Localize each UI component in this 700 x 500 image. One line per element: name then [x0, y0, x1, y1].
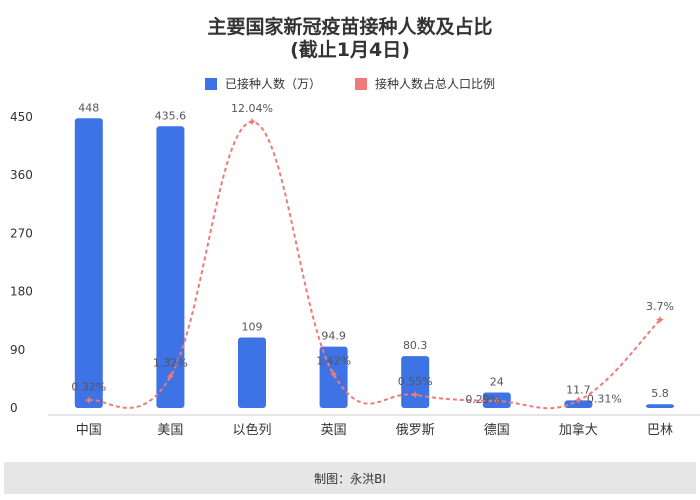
x-tick-label: 中国 — [76, 423, 102, 438]
bar-value-label: 94.9 — [321, 330, 346, 343]
bar-value-label: 435.6 — [155, 109, 187, 122]
line-point: ✦ — [410, 388, 420, 402]
bar — [74, 118, 103, 408]
x-tick-label: 以色列 — [232, 422, 271, 438]
bar-value-label: 80.3 — [403, 339, 428, 352]
chart-plot: 450 360 270 180 90 0 448 中国 435.6 美国 109 以色列 94.9 英国 8… — [10, 101, 700, 438]
bar-value-label: 5.8 — [651, 387, 669, 400]
legend-item-bar[interactable]: 已接种人数（万） — [204, 75, 321, 92]
chart-subtitle: (截止1月4日) — [290, 39, 410, 61]
footer: 制图：永洪BI — [4, 462, 696, 494]
line-point: ✦ — [655, 313, 665, 327]
x-tick-label: 俄罗斯 — [396, 423, 435, 438]
x-tick-label: 巴林 — [647, 423, 673, 438]
y-tick-label: 270 — [10, 226, 33, 240]
line-point: ✦ — [492, 394, 502, 408]
x-tick-label: 加拿大 — [559, 422, 598, 438]
bar — [564, 400, 593, 408]
line-value-label: 0.29% — [465, 393, 500, 406]
x-tick-label: 美国 — [157, 423, 183, 438]
bar-value-label: 109 — [242, 321, 263, 334]
bar — [319, 346, 348, 408]
line-point: ✦ — [247, 115, 257, 129]
line-value-label: 0.31% — [587, 393, 622, 406]
legend-swatch-bar — [204, 77, 217, 90]
line-value-label: 1.32% — [153, 357, 188, 370]
y-tick-label: 0 — [10, 401, 18, 415]
line-value-label: 0.32% — [71, 380, 106, 393]
bar-value-label: 11.7 — [566, 383, 591, 396]
line-point: ✦ — [573, 394, 583, 408]
legend: 已接种人数（万） 接种人数占总人口比例 — [0, 75, 700, 92]
bar — [238, 337, 266, 408]
x-tick-label: 德国 — [484, 423, 510, 438]
line-value-label: 3.7% — [646, 300, 674, 313]
line-series-percent — [88, 120, 661, 410]
bar-value-label: 24 — [490, 375, 504, 388]
legend-item-line[interactable]: 接种人数占总人口比例 — [355, 75, 495, 92]
legend-label-bar: 已接种人数（万） — [224, 77, 321, 91]
y-tick-label: 450 — [10, 110, 33, 124]
line-point: ✦ — [329, 367, 339, 381]
bar — [156, 126, 185, 408]
line-point: ✦ — [84, 393, 94, 407]
footer-credit: 制图：永洪BI — [314, 471, 386, 486]
bar — [646, 404, 674, 408]
line-value-label: 0.55% — [398, 375, 433, 388]
chart-title: 主要国家新冠疫苗接种人数及占比 — [207, 16, 493, 38]
y-tick-label: 90 — [10, 343, 25, 357]
line-value-label: 1.42% — [316, 354, 351, 367]
bar-value-label: 448 — [78, 101, 99, 114]
y-tick-label: 360 — [10, 168, 33, 182]
y-tick-label: 180 — [10, 285, 33, 299]
legend-label-line: 接种人数占总人口比例 — [375, 77, 496, 91]
legend-swatch-line — [355, 77, 367, 90]
line-value-label: 12.04% — [231, 102, 273, 115]
line-point: ✦ — [165, 370, 175, 384]
x-tick-label: 英国 — [321, 423, 347, 438]
